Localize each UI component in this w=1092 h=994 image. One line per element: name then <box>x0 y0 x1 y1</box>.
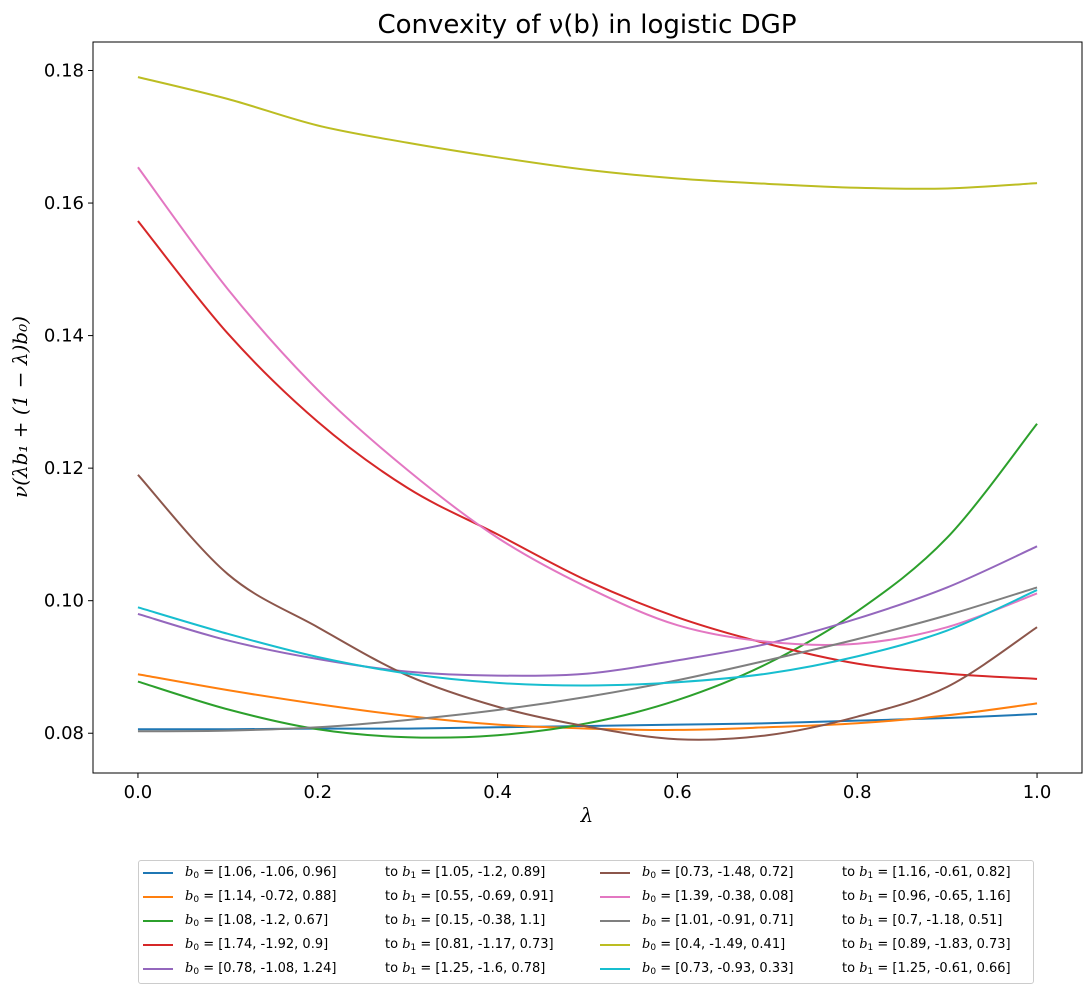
legend-b1: to b1 = [0.96, -0.65, 1.16] <box>842 889 1011 905</box>
y-tick-label: 0.16 <box>44 193 84 214</box>
y-tick-label: 0.08 <box>44 723 84 744</box>
series-line-8 <box>137 586 1038 733</box>
y-axis-label: ν(λb₁ + (1 − λ)b₀) <box>8 316 32 498</box>
legend-b0: b0 = [0.78, -1.08, 1.24] <box>185 961 337 977</box>
legend-b0: b0 = [1.01, -0.91, 0.71] <box>642 913 794 929</box>
legend-item: b0 = [0.4, -1.49, 0.41] to b1 = [0.89, -1… <box>600 935 1011 955</box>
legend-b0: b0 = [1.39, -0.38, 0.08] <box>642 889 794 905</box>
plot-frame <box>92 41 1083 774</box>
series-line-6 <box>137 474 1038 741</box>
x-tick-label: 0.8 <box>843 782 872 803</box>
series-line-5 <box>137 545 1038 677</box>
title-prefix: Convexity of ν(b) in logistic DGP <box>377 10 796 40</box>
legend-b1: to b1 = [1.05, -1.2, 0.89] <box>385 865 546 881</box>
legend-b1: to b1 = [0.7, -1.18, 0.51] <box>842 913 1003 929</box>
series-line-9 <box>137 76 1038 190</box>
legend-swatch <box>600 920 630 922</box>
legend-b1: to b1 = [1.25, -1.6, 0.78] <box>385 961 546 977</box>
series-line-3 <box>137 423 1038 739</box>
y-tick-label: 0.12 <box>44 458 84 479</box>
legend-b0: b0 = [1.06, -1.06, 0.96] <box>185 865 337 881</box>
legend-item: b0 = [1.06, -1.06, 0.96] to b1 = [1.05, -… <box>143 863 545 883</box>
legend-item: b0 = [0.73, -0.93, 0.33] to b1 = [1.25, -… <box>600 959 1011 979</box>
legend-item: b0 = [1.39, -0.38, 0.08] to b1 = [0.96, -… <box>600 887 1011 907</box>
legend-item: b0 = [0.78, -1.08, 1.24] to b1 = [1.25, -… <box>143 959 545 979</box>
chart-title: Convexity of ν(b) in logistic DGP <box>377 10 796 40</box>
x-axis: 0.0 0.2 0.4 0.6 0.8 1.0 <box>124 773 1052 803</box>
plot-area <box>92 41 1083 774</box>
legend-swatch <box>143 968 173 970</box>
legend-swatch <box>600 872 630 874</box>
legend-b0: b0 = [0.73, -1.48, 0.72] <box>642 865 794 881</box>
series-line-2 <box>137 673 1038 731</box>
y-tick-label: 0.18 <box>44 60 84 81</box>
x-axis-label: λ <box>580 803 594 827</box>
legend-item: b0 = [0.73, -1.48, 0.72] to b1 = [1.16, -… <box>600 863 1011 883</box>
legend-item: b0 = [1.08, -1.2, 0.67] to b1 = [0.15, -0… <box>143 911 545 931</box>
legend-swatch <box>143 944 173 946</box>
x-tick-label: 0.2 <box>303 782 332 803</box>
legend-b0: b0 = [0.73, -0.93, 0.33] <box>642 961 794 977</box>
legend-swatch <box>600 896 630 898</box>
legend-b0: b0 = [0.4, -1.49, 0.41] <box>642 937 786 953</box>
series-line-4 <box>137 220 1038 680</box>
legend-item: b0 = [1.74, -1.92, 0.9] to b1 = [0.81, -1… <box>143 935 554 955</box>
legend-swatch <box>600 968 630 970</box>
legend-swatch <box>143 896 173 898</box>
legend-b1: to b1 = [1.16, -0.61, 0.82] <box>842 865 1011 881</box>
legend-b0: b0 = [1.14, -0.72, 0.88] <box>185 889 337 905</box>
x-tick-label: 0.6 <box>663 782 692 803</box>
x-tick-label: 1.0 <box>1023 782 1052 803</box>
legend-b1: to b1 = [0.81, -1.17, 0.73] <box>385 937 554 953</box>
legend-swatch <box>600 944 630 946</box>
legend-b0: b0 = [1.74, -1.92, 0.9] <box>185 937 329 953</box>
legend-b1: to b1 = [0.89, -1.83, 0.73] <box>842 937 1011 953</box>
legend-swatch <box>143 920 173 922</box>
legend-b1: to b1 = [0.15, -0.38, 1.1] <box>385 913 546 929</box>
legend-b0: b0 = [1.08, -1.2, 0.67] <box>185 913 329 929</box>
x-tick-label: 0.0 <box>124 782 153 803</box>
series-line-10 <box>137 589 1038 687</box>
legend-swatch <box>143 872 173 874</box>
y-axis: 0.08 0.10 0.12 0.14 0.16 0.18 <box>44 60 93 744</box>
legend-item: b0 = [1.14, -0.72, 0.88] to b1 = [0.55, -… <box>143 887 554 907</box>
legend-item: b0 = [1.01, -0.91, 0.71] to b1 = [0.7, -1… <box>600 911 1002 931</box>
series-line-7 <box>137 166 1038 647</box>
x-tick-label: 0.4 <box>483 782 512 803</box>
y-tick-label: 0.14 <box>44 326 84 347</box>
legend: b0 = [1.06, -1.06, 0.96] to b1 = [1.05, -… <box>138 860 1034 984</box>
legend-b1: to b1 = [0.55, -0.69, 0.91] <box>385 889 554 905</box>
y-tick-label: 0.10 <box>44 591 84 612</box>
legend-b1: to b1 = [1.25, -0.61, 0.66] <box>842 961 1011 977</box>
